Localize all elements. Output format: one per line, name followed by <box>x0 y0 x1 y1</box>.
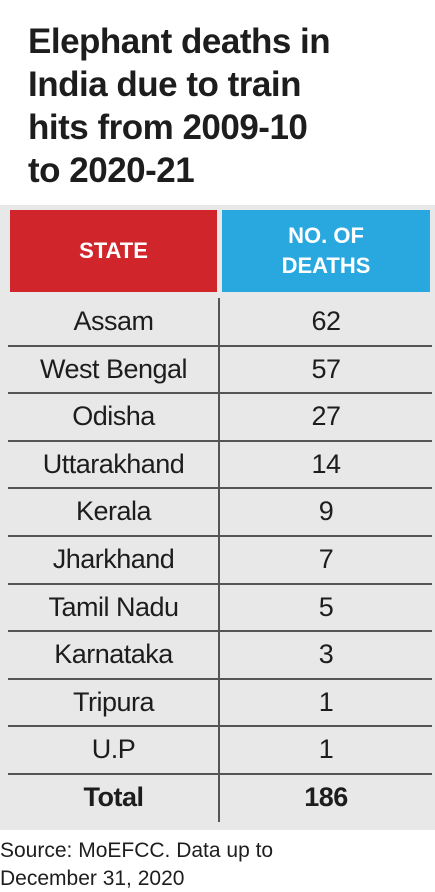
title-line-text: India due to train <box>28 65 301 104</box>
cell: 14 <box>222 441 430 488</box>
cell: Karnataka <box>10 631 217 678</box>
cell-text: 7 <box>318 544 334 574</box>
row-separator <box>8 439 432 442</box>
column-divider <box>218 298 220 822</box>
cell-text: Assam <box>73 306 154 336</box>
title-line: Elephant deaths in <box>28 22 331 62</box>
source-line: December 31, 2020 <box>0 866 184 892</box>
row-separator <box>8 487 432 490</box>
cell: 7 <box>222 536 430 583</box>
cell: Kerala <box>10 488 217 535</box>
title-line: hits from 2009-10 <box>28 108 308 148</box>
cell-text: 3 <box>318 639 334 670</box>
cell: U.P <box>10 726 217 773</box>
cell: 62 <box>222 298 430 345</box>
cell: 186 <box>222 774 430 821</box>
cell-text: Uttarakhand <box>42 448 185 479</box>
header-cell-text: STATE <box>79 238 148 263</box>
source-line-text: December 31, 2020 <box>0 867 185 890</box>
header-cell: STATE <box>10 210 217 292</box>
row-separator <box>8 630 432 633</box>
cell: Tamil Nadu <box>10 584 217 631</box>
cell-text: 5 <box>318 591 334 622</box>
cell-text: U.P <box>91 734 136 765</box>
cell: Tripura <box>10 679 217 726</box>
row-separator <box>8 582 432 585</box>
cell: 57 <box>222 346 430 393</box>
cell-text: 186 <box>304 782 348 812</box>
header-cell: NO. OF DEATHS <box>222 210 430 292</box>
cell: Assam <box>10 298 217 345</box>
row-separator <box>8 344 432 347</box>
cell: 1 <box>222 726 430 773</box>
cell-text: Odisha <box>72 401 155 432</box>
cell-text: 9 <box>318 496 334 527</box>
title-line-text: hits from 2009-10 <box>28 108 308 147</box>
cell-text: Tripura <box>72 686 155 717</box>
header-cell-text: NO. OF DEATHS <box>281 223 371 278</box>
cell-text: Tamil Nadu <box>48 591 179 622</box>
cell-text: 1 <box>318 734 334 765</box>
source-line-text: Source: MoEFCC. Data up to <box>0 839 274 862</box>
cell-text: 1 <box>318 686 334 717</box>
row-separator <box>8 535 432 537</box>
cell: 3 <box>222 631 430 678</box>
row-separator <box>8 677 432 680</box>
title-line: India due to train <box>28 65 301 105</box>
row-separator <box>8 773 432 775</box>
row-separator <box>8 725 432 728</box>
cell-text: West Bengal <box>39 353 188 384</box>
cell-text: 57 <box>311 353 341 384</box>
cell-text: 62 <box>311 306 341 336</box>
cell: Uttarakhand <box>10 441 217 488</box>
cell: West Bengal <box>10 346 217 393</box>
row-separator <box>8 392 432 395</box>
cell-text: Kerala <box>75 496 152 527</box>
cell: 9 <box>222 488 430 535</box>
cell-text: Jharkhand <box>52 544 175 574</box>
cell: 27 <box>222 393 430 440</box>
cell: 1 <box>222 679 430 726</box>
title-line-text: to 2020-21 <box>28 151 195 190</box>
cell-text: Karnataka <box>54 639 173 670</box>
cell: Odisha <box>10 393 217 440</box>
title-line-text: Elephant deaths in <box>28 22 331 61</box>
cell-text: 27 <box>311 401 341 432</box>
source-line: Source: MoEFCC. Data up to <box>0 838 273 864</box>
cell-text: Total <box>83 782 145 812</box>
title-line: to 2020-21 <box>28 151 195 191</box>
cell: 5 <box>222 584 430 631</box>
cell-text: 14 <box>311 448 341 479</box>
cell: Jharkhand <box>10 536 217 583</box>
cell: Total <box>10 774 217 821</box>
